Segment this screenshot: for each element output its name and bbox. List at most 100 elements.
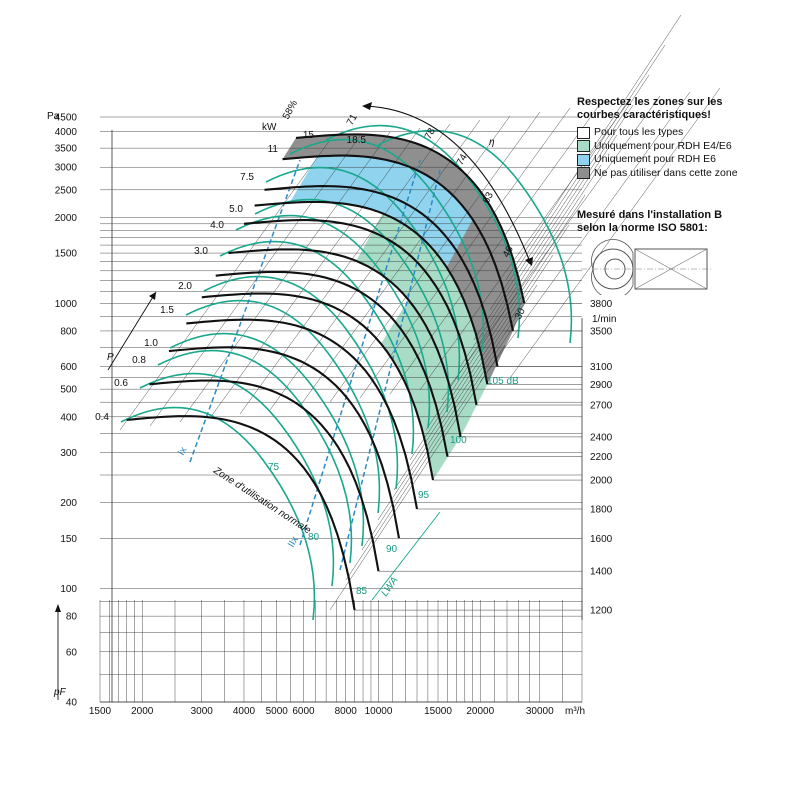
- diagonal-line: [425, 164, 602, 431]
- efficiency-label: 71: [345, 112, 360, 127]
- speed-unit-label: 1/min: [592, 314, 616, 325]
- legend-title: Respectez les zones sur les courbes cara…: [577, 96, 792, 122]
- power-label: 7.5: [240, 172, 254, 183]
- legend-item-e4-e6: Uniquement pour RDH E4/E6: [577, 140, 792, 154]
- speed-tick-label: 1200: [590, 606, 613, 617]
- power-unit-label: kW: [262, 122, 277, 133]
- speed-tick-label: 1800: [590, 505, 613, 516]
- efficiency-label: 30: [513, 306, 528, 321]
- power-axis-arrow: [107, 291, 157, 371]
- efficiency-arc: [364, 105, 531, 263]
- y-tick-label: 4000: [55, 127, 78, 138]
- diagonal-line: [479, 91, 691, 383]
- zone-legend: Respectez les zones sur les courbes cara…: [577, 96, 792, 180]
- y-axis-symbol: pF: [53, 687, 67, 698]
- diagonal-line: [149, 135, 361, 427]
- legend-swatch-white: [577, 126, 590, 139]
- legend-title-line-1: Respectez les zones sur les: [577, 96, 723, 108]
- diagonal-line: [329, 111, 541, 403]
- speed-tick-label: 2700: [590, 400, 613, 411]
- sound-symbol: LWA: [379, 575, 400, 599]
- diagonal-line: [209, 127, 421, 419]
- speed-curve-3500: [282, 154, 515, 332]
- efficiency-arc-arrowhead: [362, 102, 372, 110]
- x-tick-label: 1500: [89, 706, 112, 717]
- x-tick-label: 10000: [365, 706, 393, 717]
- efficiency-arc-arrowhead: [525, 257, 533, 266]
- power-symbol: P: [107, 352, 114, 363]
- legend-label: Ne pas utiliser dans cette zone: [594, 166, 738, 179]
- sound-label: 80: [308, 532, 320, 543]
- x-tick-label: 3000: [191, 706, 214, 717]
- annotations: Ix IIx: [55, 102, 533, 700]
- pressure-axis-arrowhead: [55, 604, 61, 612]
- power-label: 18.5: [347, 135, 367, 146]
- y-tick-label: 150: [60, 534, 77, 545]
- normal-zone-label: Zone d'utilisation normale: [211, 465, 314, 537]
- speed-tick-label: 2400: [590, 432, 613, 443]
- sound-label: 95: [418, 490, 430, 501]
- y-unit-label: Pa: [47, 111, 60, 122]
- power-curve: [377, 129, 573, 344]
- efficiency-dash-line: [299, 159, 421, 546]
- speed-curve-3100: [264, 185, 499, 367]
- power-label: 1.0: [144, 338, 158, 349]
- diagonal-line: [361, 284, 538, 551]
- speed-tick-label: 2200: [590, 452, 613, 463]
- x-tick-label: 8000: [335, 706, 358, 717]
- speed-axis: 3800 3500 3100 2900 2700 2400 2200 2000 1800 1600…: [505, 299, 613, 620]
- y-tick-labels: 40 60 80 100 150 200 300 400 500 600 800 1000 1500 20…: [55, 113, 78, 709]
- sound-label: 100: [450, 435, 467, 446]
- efficiency-label: 58%: [281, 98, 300, 121]
- sound-axis-line: [371, 511, 441, 601]
- power-label: 1.5: [160, 305, 174, 316]
- y-tick-label: 300: [60, 448, 77, 459]
- speed-tick-label: 3800: [590, 299, 613, 310]
- power-label: 4.0: [210, 220, 224, 231]
- efficiency-dash-line: [189, 159, 301, 463]
- speed-curve-2000: [201, 292, 435, 481]
- power-label: 2.0: [178, 281, 192, 292]
- y-tick-label: 600: [60, 362, 77, 373]
- diagonal-line: [119, 139, 331, 431]
- efficiency-label: 63: [481, 190, 496, 205]
- legend-label: Uniquement pour RDH E6: [594, 153, 716, 166]
- diagonal-line: [473, 74, 650, 341]
- power-axis-arrowhead: [149, 292, 156, 300]
- legend-label: Uniquement pour RDH E4/E6: [594, 139, 732, 152]
- power-curve: [157, 349, 353, 564]
- y-tick-label: 1500: [55, 249, 78, 260]
- diagonal-line: [329, 344, 506, 611]
- legend-swatch-grey: [577, 167, 590, 180]
- power-label: 11: [268, 144, 279, 155]
- diagonal-line: [505, 14, 682, 281]
- x-tick-label: 20000: [466, 706, 494, 717]
- power-curve: [254, 198, 450, 413]
- normal-zone-mark: Ix: [176, 445, 189, 457]
- legend-swatch-green: [577, 140, 590, 153]
- y-tick-label: 500: [60, 385, 77, 396]
- x-tick-label: 15000: [424, 706, 452, 717]
- diagonal-line: [419, 99, 631, 391]
- normal-zone-mark: IIx: [286, 535, 301, 550]
- speed-tick-label: 1400: [590, 567, 613, 578]
- power-curve: [203, 275, 399, 490]
- diagonal-line: [509, 87, 721, 379]
- sound-label: 85: [356, 586, 368, 597]
- y-tick-label: 2000: [55, 213, 78, 224]
- power-label: 3.0: [194, 246, 208, 257]
- zone-e4-e6-lower: [381, 299, 461, 481]
- power-curve: [185, 299, 381, 514]
- speed-curve-1400: [149, 379, 380, 572]
- diagonal-line: [345, 314, 522, 581]
- x-tick-label: 6000: [292, 706, 315, 717]
- speed-curve-2400: [228, 248, 462, 438]
- speed-curve-2200: [215, 270, 449, 457]
- y-tick-label: 3000: [55, 163, 78, 174]
- installation-title-line-1: Mesuré dans l'installation B: [577, 209, 723, 221]
- y-tick-label: 400: [60, 412, 77, 423]
- legend-item-e6: Uniquement pour RDH E6: [577, 153, 792, 167]
- diagonal-line: [457, 104, 634, 371]
- speed-curve-1600: [168, 346, 401, 539]
